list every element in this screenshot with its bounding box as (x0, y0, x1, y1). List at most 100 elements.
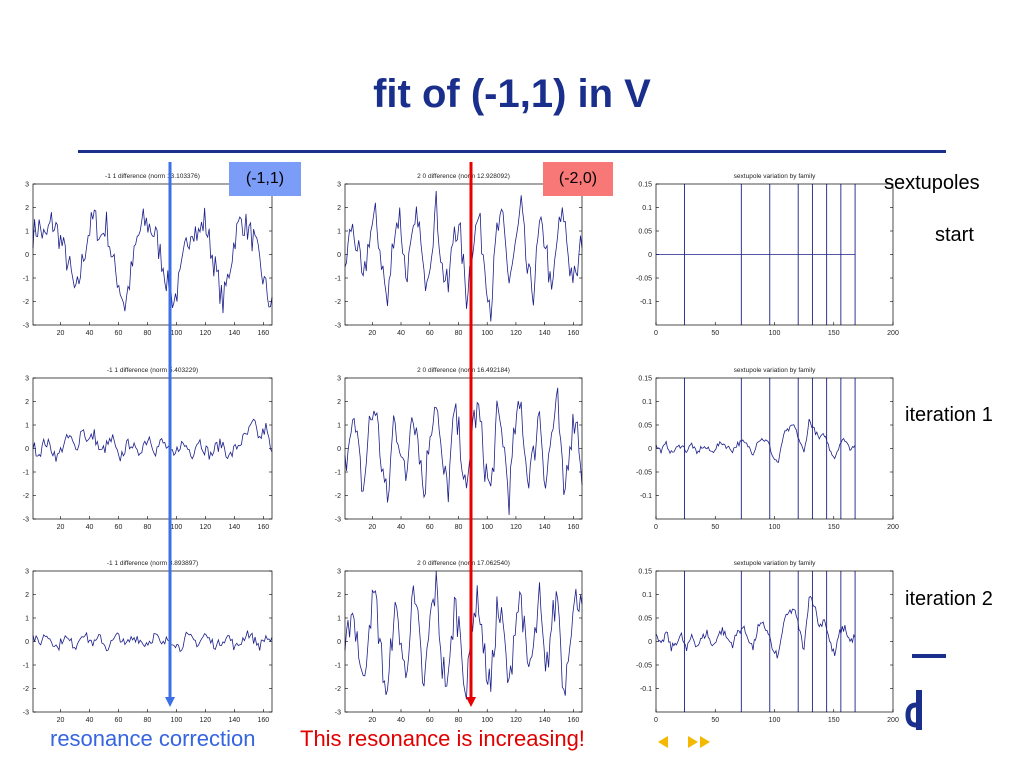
x-tick-label: 120 (200, 717, 212, 724)
axes-frame (344, 183, 583, 326)
axes-frame (32, 377, 273, 520)
x-tick-label: 60 (426, 524, 434, 531)
y-tick-label: -1 (23, 663, 29, 670)
y-tick-label: -0.1 (640, 493, 652, 500)
x-tick-label: 60 (426, 717, 434, 724)
x-tick-label: 40 (86, 717, 94, 724)
chart-panel-5: 2 0 difference (norm 16.492184) 3 2 1 0 -1 -2 -… (335, 367, 583, 531)
x-tick-label: 160 (257, 524, 269, 531)
x-tick-label: 120 (510, 524, 522, 531)
series-line (655, 595, 856, 659)
y-tick-label: 0 (25, 252, 29, 259)
y-tick-label: 3 (25, 182, 29, 189)
panel-title: 2 0 difference (norm 12.928092) (417, 173, 510, 180)
panel-title: -1 1 difference (norm 13.103376) (105, 173, 200, 180)
x-tick-label: 160 (257, 330, 269, 337)
y-tick-label: 3 (337, 569, 341, 576)
axes-frame (655, 377, 894, 520)
y-tick-label: 0.15 (638, 182, 652, 189)
x-tick-label: 140 (539, 330, 551, 337)
arrow-head (466, 697, 476, 707)
row-label-sextupoles: sextupoles (884, 172, 980, 194)
chart-panel-3: sextupole variation by family 0.15 0.1 0.05… (636, 173, 899, 337)
y-tick-label: -2 (23, 493, 29, 500)
logo-star-part (700, 736, 710, 748)
series-line (32, 207, 273, 314)
x-tick-label: 50 (711, 330, 719, 337)
x-tick-label: 140 (539, 524, 551, 531)
chart-panel-8: 2 0 difference (norm 17.062540) 3 2 1 0 -1 -2 -… (335, 560, 583, 724)
x-tick-label: 0 (654, 717, 658, 724)
y-tick-label: 0 (337, 446, 341, 453)
x-tick-label: 60 (115, 330, 123, 337)
caption-resonance-increasing: This resonance is increasing! (300, 726, 585, 751)
y-tick-label: 3 (337, 182, 341, 189)
x-tick-label: 100 (481, 717, 493, 724)
x-tick-label: 120 (510, 330, 522, 337)
x-tick-label: 140 (228, 524, 240, 531)
chart-panel-6: sextupole variation by family 0.15 0.1 0.05… (636, 367, 899, 531)
logo-star-part (688, 736, 698, 748)
y-tick-label: -2 (335, 493, 341, 500)
x-tick-label: 100 (769, 717, 781, 724)
y-tick-label: -0.1 (640, 299, 652, 306)
x-tick-label: 20 (57, 717, 65, 724)
y-tick-label: 0.1 (642, 399, 652, 406)
y-tick-label: -2 (335, 299, 341, 306)
x-tick-label: 150 (828, 330, 840, 337)
axes-frame (344, 377, 583, 520)
y-tick-label: 1 (337, 229, 341, 236)
y-tick-label: -1 (23, 276, 29, 283)
y-tick-label: -0.05 (636, 663, 652, 670)
x-tick-label: 20 (57, 330, 65, 337)
x-tick-label: 100 (171, 524, 183, 531)
y-tick-label: -3 (335, 323, 341, 330)
axes-frame (344, 570, 583, 713)
red-arrow (466, 162, 476, 707)
x-tick-label: 80 (144, 524, 152, 531)
x-tick-label: 160 (568, 524, 580, 531)
y-tick-label: 3 (337, 376, 341, 383)
panel-title: 2 0 difference (norm 16.492184) (417, 367, 510, 374)
logo-star-part (658, 736, 668, 748)
y-tick-label: 2 (337, 399, 341, 406)
x-tick-label: 100 (481, 524, 493, 531)
series-line (344, 190, 583, 322)
x-tick-label: 160 (568, 330, 580, 337)
series-line (32, 630, 273, 653)
series-line (655, 418, 856, 463)
x-tick-label: 150 (828, 717, 840, 724)
caption-resonance-correction: resonance correction (50, 726, 256, 751)
x-tick-label: 20 (368, 330, 376, 337)
logo-fragment (912, 654, 946, 658)
x-tick-label: 0 (654, 524, 658, 531)
y-tick-label: 0.15 (638, 376, 652, 383)
x-tick-label: 80 (144, 330, 152, 337)
logo-icon (905, 690, 922, 730)
y-tick-label: 0.1 (642, 205, 652, 212)
y-tick-label: 0 (648, 639, 652, 646)
y-tick-label: 1 (337, 616, 341, 623)
y-tick-label: -0.05 (636, 470, 652, 477)
axes-frame (32, 570, 273, 713)
y-tick-label: 1 (25, 616, 29, 623)
axes-frame (32, 183, 273, 326)
y-tick-label: 1 (25, 423, 29, 430)
x-tick-label: 60 (115, 524, 123, 531)
y-tick-label: 0 (337, 639, 341, 646)
y-tick-label: -2 (23, 686, 29, 693)
row-label-start: start (935, 224, 974, 246)
tag-minus1-1: (-1,1) (229, 162, 301, 196)
x-tick-label: 150 (828, 524, 840, 531)
x-tick-label: 60 (426, 330, 434, 337)
x-tick-label: 160 (257, 717, 269, 724)
y-tick-label: 0.15 (638, 569, 652, 576)
y-tick-label: -3 (335, 517, 341, 524)
chart-panel-2: 2 0 difference (norm 12.928092) 3 2 1 0 -1 -2 -… (335, 173, 583, 337)
chart-panel-9: sextupole variation by family 0.15 0.1 0.05… (636, 560, 899, 724)
x-tick-label: 50 (711, 717, 719, 724)
x-tick-label: 100 (481, 330, 493, 337)
slide-title: fit of (-1,1) in V (373, 72, 651, 116)
y-tick-label: -3 (335, 710, 341, 717)
chart-panel-7: -1 1 difference (norm 3.893897) 3 2 1 0 -1 -2 -… (23, 560, 273, 724)
